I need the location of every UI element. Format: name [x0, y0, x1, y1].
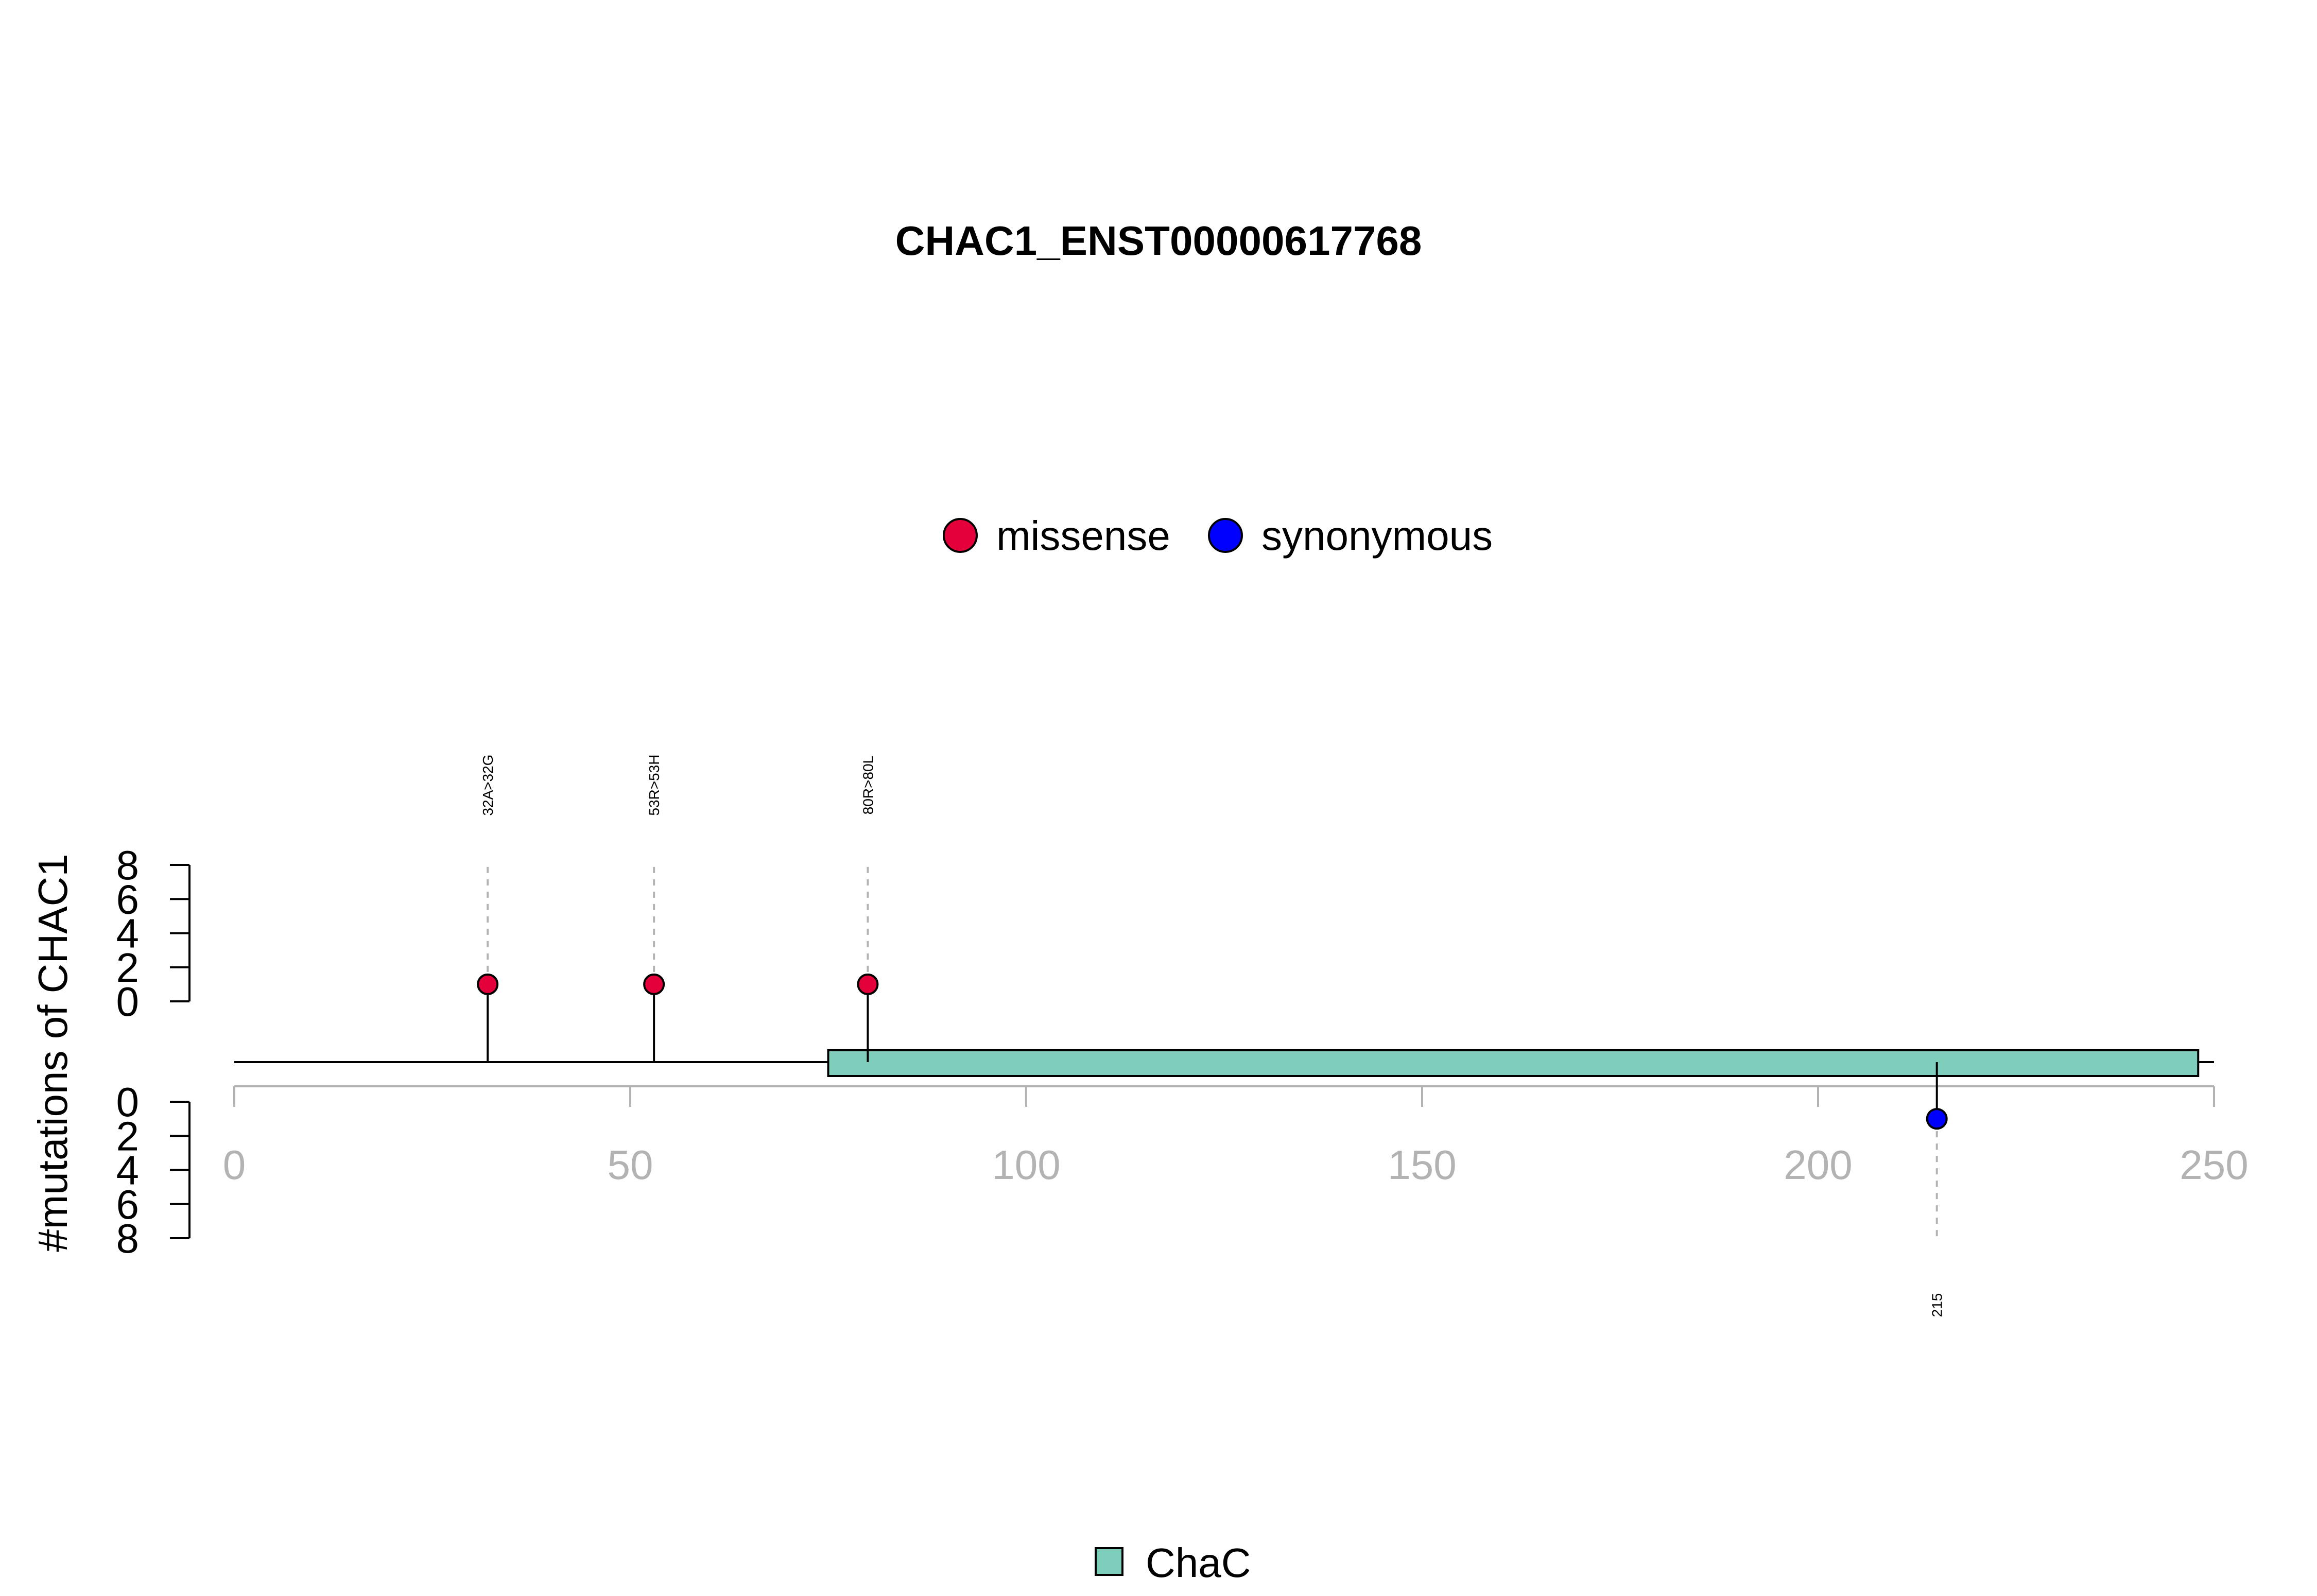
mutation-80: 80R>80L	[857, 756, 879, 1062]
upper-axis-tick-label: 2	[116, 945, 140, 991]
upper-count-axis: 0 2 4 6 8	[116, 842, 191, 1025]
lower-axis-tick-label: 4	[116, 1148, 140, 1193]
mutation-label: 215	[1929, 1293, 1945, 1317]
x-axis-tick-label: 150	[1388, 1142, 1456, 1188]
upper-axis-tick-label: 6	[116, 876, 140, 922]
lower-axis-tick-label: 6	[116, 1182, 140, 1227]
upper-axis-tick-label: 8	[116, 842, 140, 888]
position-axis: 0 50 100 150 200 250	[223, 1085, 2249, 1188]
chart-title: CHAC1_ENST00000617768	[895, 218, 1422, 264]
mutation-point	[477, 973, 499, 995]
upper-axis-tick-label: 0	[116, 979, 140, 1025]
mutation-legend: missense synonymous	[943, 513, 1493, 559]
lower-axis-tick-label: 0	[116, 1079, 140, 1125]
lower-axis-tick-label: 8	[116, 1216, 140, 1261]
legend-synonymous-label: synonymous	[1261, 513, 1493, 559]
mutation-label: 53R>53H	[646, 754, 662, 816]
x-axis-tick-label: 50	[608, 1142, 653, 1188]
legend-missense-label: missense	[996, 513, 1170, 559]
domain-legend-label: ChaC	[1146, 1540, 1251, 1586]
mutation-point	[643, 973, 665, 995]
domain-chac	[827, 1049, 2200, 1077]
x-axis-tick-label: 100	[992, 1142, 1060, 1188]
mutation-53: 53R>53H	[643, 754, 665, 1062]
x-axis-tick-label: 0	[223, 1142, 246, 1188]
mutation-215: 215	[1926, 1062, 1948, 1317]
y-axis-label: #mutations of CHAC1	[30, 854, 76, 1252]
legend-synonymous-icon	[1208, 518, 1243, 553]
domain-legend: ChaC	[1095, 1540, 1251, 1586]
mutation-point	[1926, 1108, 1948, 1130]
lower-count-axis: 0 2 4 6 8	[116, 1079, 191, 1261]
mutation-32: 32A>32G	[477, 754, 499, 1062]
lower-axis-tick-label: 2	[116, 1113, 140, 1159]
upper-axis-tick-label: 4	[116, 911, 140, 957]
mutation-point	[857, 973, 879, 995]
legend-missense-icon	[943, 518, 978, 553]
mutation-label: 80R>80L	[860, 756, 876, 814]
x-axis-tick-label: 250	[2180, 1142, 2248, 1188]
domain-legend-swatch	[1095, 1547, 1123, 1576]
x-axis-tick-label: 200	[1784, 1142, 1852, 1188]
mutation-label: 32A>32G	[480, 754, 496, 816]
